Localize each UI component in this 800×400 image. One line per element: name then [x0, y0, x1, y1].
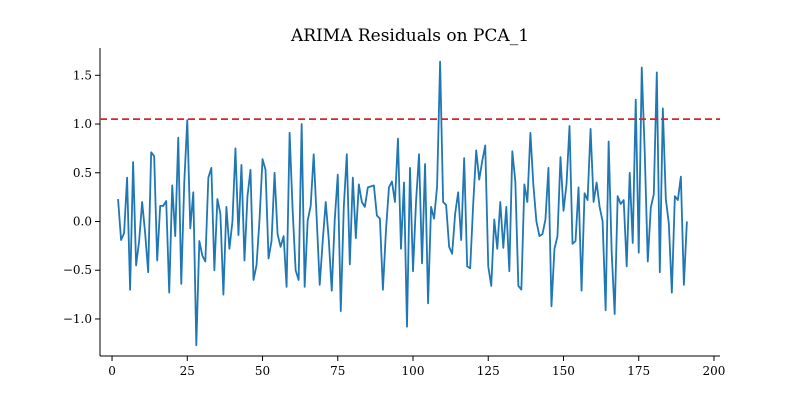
- x-tick-label: 25: [180, 364, 195, 378]
- axes: 0 25 50 75 100 125 150 175 200 −1.0 −0.5 0.0 0.5 1.0 1…: [63, 48, 726, 378]
- x-tick-label: 50: [255, 364, 270, 378]
- y-tick-label: −0.5: [63, 263, 92, 277]
- y-tick-label: 1.0: [73, 117, 92, 131]
- y-tick-label: 0.5: [73, 166, 92, 180]
- plot-area: [100, 60, 720, 347]
- x-tick-label: 150: [552, 364, 575, 378]
- x-tick-label: 175: [627, 364, 650, 378]
- x-tick-label: 75: [330, 364, 345, 378]
- y-tick-label: 0.0: [73, 214, 92, 228]
- residuals-series-line: [117, 60, 688, 347]
- y-tick-label: −1.0: [63, 312, 92, 326]
- chart-title: ARIMA Residuals on PCA_1: [290, 26, 529, 46]
- x-tick-label: 200: [703, 364, 726, 378]
- x-tick-label: 100: [402, 364, 425, 378]
- y-tick-label: 1.5: [73, 68, 92, 82]
- x-tick-label: 0: [108, 364, 116, 378]
- x-tick-label: 125: [477, 364, 500, 378]
